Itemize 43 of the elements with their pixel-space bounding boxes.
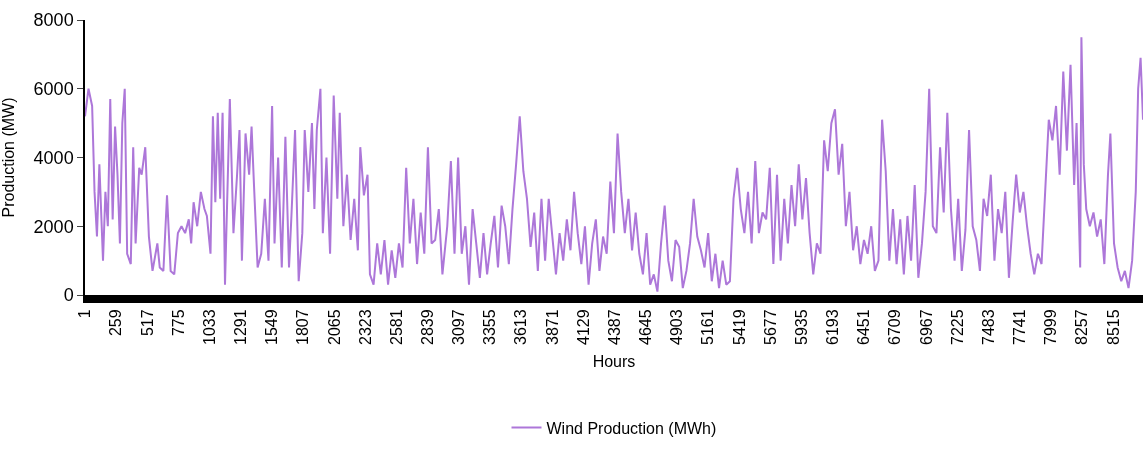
y-tick-label: 0 [63, 285, 74, 306]
x-tick-label: 259 [107, 309, 125, 337]
x-tick-label: 1807 [294, 309, 312, 345]
y-tick-label: 6000 [33, 79, 74, 100]
x-tick-label: 6967 [917, 309, 935, 345]
x-tick-label: 6193 [824, 309, 842, 345]
legend-label: Wind Production (MWh) [546, 419, 717, 437]
x-tick-label: 5677 [761, 309, 779, 345]
x-tick-label: 5161 [699, 309, 717, 345]
x-tick-label: 5935 [792, 309, 810, 345]
x-tick-label: 1549 [263, 309, 281, 345]
x-tick-label: 2065 [325, 309, 343, 345]
x-tick-label: 1 [76, 309, 94, 319]
line-series [85, 36, 1143, 293]
x-tick-label: 4645 [637, 309, 655, 345]
x-tick-label: 6709 [886, 309, 904, 345]
x-tick-label: 1291 [232, 309, 250, 345]
x-tick-label: 5419 [730, 309, 748, 345]
x-tick-label: 7741 [1011, 309, 1029, 345]
x-tick-label: 775 [169, 309, 187, 337]
x-tick-label: 6451 [855, 309, 873, 345]
x-axis-title: Hours [592, 353, 636, 371]
x-tick-label: 517 [138, 309, 156, 337]
x-tick-label: 8515 [1104, 309, 1122, 345]
x-tick-label: 2323 [356, 309, 374, 345]
x-tick-label: 8257 [1073, 309, 1091, 345]
x-tick-label: 4903 [668, 309, 686, 345]
x-tick-label: 7999 [1042, 309, 1060, 345]
x-tick-label: 2581 [387, 309, 405, 345]
x-tick-label: 3871 [543, 309, 561, 345]
x-tick-label: 3613 [512, 309, 530, 345]
y-tick-label: 2000 [33, 216, 74, 237]
y-tick-label: 4000 [33, 147, 74, 168]
y-axis-title: Production (MW) [0, 97, 17, 218]
x-tick-label: 4129 [574, 309, 592, 345]
y-tick-label: 8000 [33, 10, 74, 31]
x-tick-label: 4387 [605, 309, 623, 345]
x-tick-label: 2839 [419, 309, 436, 345]
x-tick-label: 3355 [481, 309, 499, 345]
x-tick-label: 1033 [200, 309, 218, 345]
x-tick-label: 3097 [450, 309, 468, 345]
x-tick-label: 7225 [948, 309, 966, 345]
x-tick-label: 7483 [979, 309, 997, 345]
